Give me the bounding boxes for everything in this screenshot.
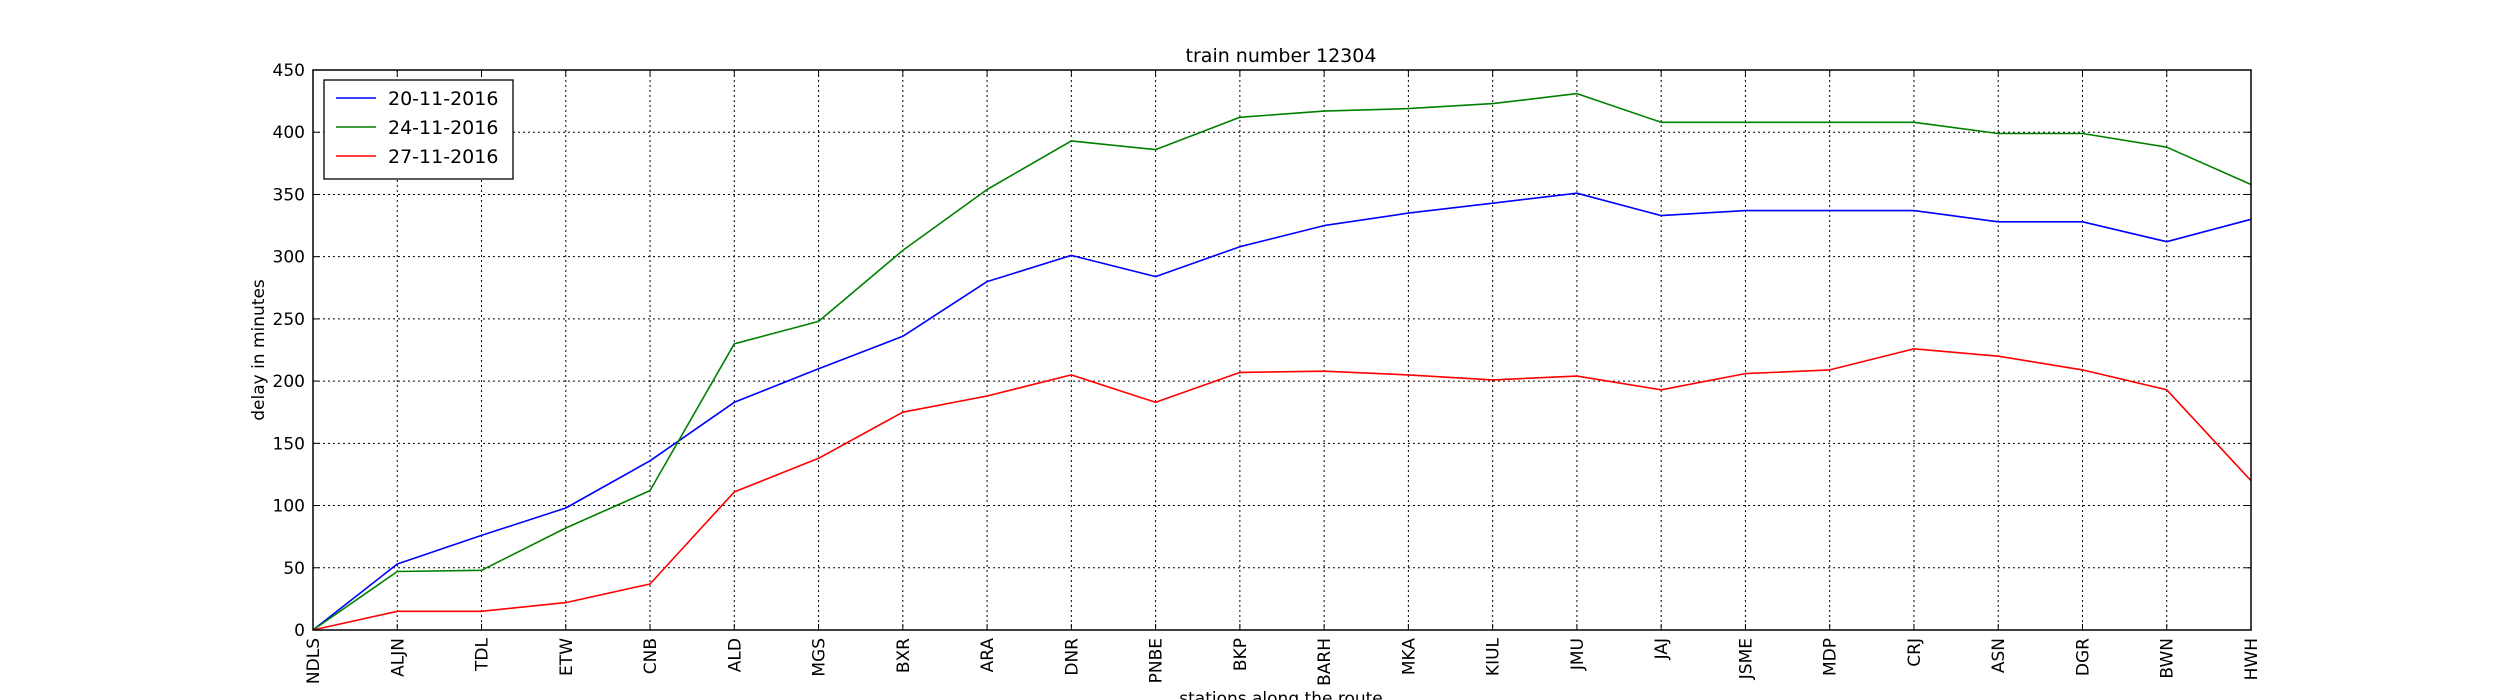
x-tick-label: ALD	[725, 638, 745, 672]
x-tick-label: CRJ	[1905, 638, 1925, 667]
series-line-20-11-2016	[312, 192, 2252, 631]
chart-title: train number 12304	[1186, 45, 1377, 67]
legend-label: 27-11-2016	[388, 146, 498, 168]
x-tick-label: ETW	[557, 638, 577, 676]
plot-area-frame	[312, 69, 2252, 631]
x-axis-label: stations along the route	[1179, 689, 1383, 700]
y-tick-label: 350	[273, 185, 305, 205]
legend-label: 20-11-2016	[388, 88, 498, 110]
x-tick-label: DNR	[1062, 638, 1082, 676]
x-tick-label: CNB	[641, 638, 661, 674]
x-tick-label: JMU	[1568, 638, 1588, 671]
series-line-24-11-2016	[312, 92, 2252, 631]
x-tick-label: ALJN	[388, 638, 408, 677]
legend-label: 24-11-2016	[388, 117, 498, 139]
y-tick-label: 0	[294, 621, 305, 641]
legend: 20-11-2016 24-11-2016 27-11-2016	[323, 79, 514, 180]
x-tick-label: KIUL	[1484, 637, 1504, 676]
x-tick-label: TDL	[473, 637, 493, 671]
x-tick-label: BARH	[1315, 638, 1335, 686]
x-tick-label: BWN	[2158, 638, 2178, 679]
x-tick-label: MDP	[1821, 638, 1841, 676]
x-tick-label: PNBE	[1147, 638, 1167, 683]
series-line-27-11-2016	[312, 347, 2252, 631]
y-axis-label: delay in minutes	[249, 279, 269, 421]
x-tick-label: DGR	[2073, 638, 2093, 676]
x-tick-label: JSME	[1736, 638, 1756, 680]
x-tick-label: ARA	[978, 638, 998, 673]
x-tick-label: MGS	[810, 638, 830, 677]
x-tick-label: HWH	[2242, 638, 2262, 680]
y-tick-label: 250	[273, 310, 305, 330]
y-tick-label: 200	[273, 372, 305, 392]
x-tick-label: JAJ	[1652, 638, 1672, 660]
x-tick-label: NDLS	[304, 638, 324, 684]
x-tick-label: ASN	[1989, 638, 2009, 673]
y-tick-label: 300	[273, 248, 305, 268]
x-tick-label: MKA	[1399, 638, 1419, 676]
x-tick-label: BKP	[1231, 638, 1251, 671]
y-tick-label: 50	[283, 559, 305, 579]
x-tick-label: BXR	[894, 638, 914, 673]
y-tick-label: 450	[273, 61, 305, 81]
y-tick-label: 100	[273, 497, 305, 517]
y-tick-label: 400	[273, 123, 305, 143]
y-tick-label: 150	[273, 434, 305, 454]
legend-frame	[323, 79, 514, 180]
